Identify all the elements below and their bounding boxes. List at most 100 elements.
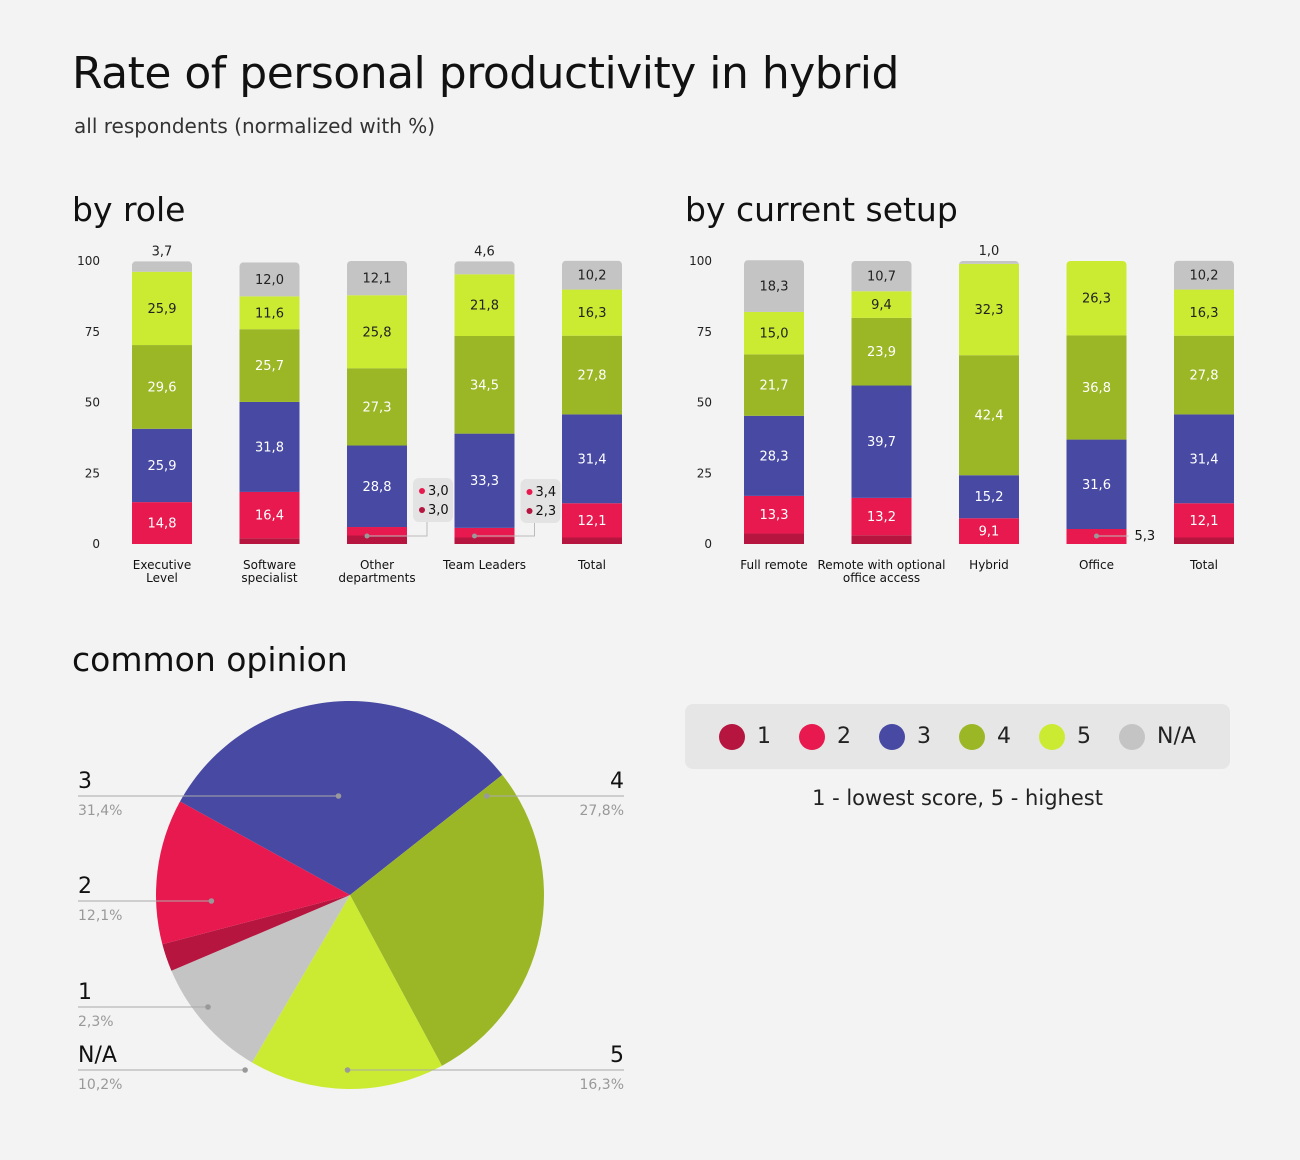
data-label: 32,3 [975, 303, 1004, 318]
bar-segment-3 [347, 445, 407, 528]
category-label: Software [243, 558, 296, 572]
legend-swatch [1039, 723, 1065, 750]
data-label: 14,8 [148, 517, 177, 532]
data-label: 34,5 [470, 378, 499, 393]
bar-segment-4 [744, 354, 804, 416]
bar-segment-4 [347, 368, 407, 446]
bar-segment-4 [239, 329, 300, 402]
bar-segment-3 [1066, 439, 1127, 530]
data-label: 10,7 [867, 270, 896, 285]
bar-segment-3 [132, 428, 192, 503]
y-tick-label: 0 [92, 537, 100, 551]
legend-item-na: N/A [1119, 723, 1196, 750]
bar-segment-1 [744, 533, 804, 544]
category-label: specialist [241, 571, 297, 585]
data-label: 12,1 [363, 272, 392, 287]
pie-slice-1 [162, 895, 350, 971]
data-label: 29,6 [148, 380, 177, 395]
pie-label: 3 [78, 769, 92, 794]
legend-label: 3 [917, 724, 931, 749]
data-label: 28,3 [760, 449, 789, 464]
bar-segment-3 [454, 433, 515, 528]
bar-segment-4 [454, 335, 515, 434]
data-label: 4,6 [474, 244, 495, 259]
data-label: 16,3 [578, 306, 607, 321]
bar-segment-5 [959, 263, 1019, 356]
data-label: 27,3 [363, 400, 392, 415]
legend-item-2: 2 [799, 723, 851, 750]
callout-anchor [472, 533, 477, 539]
bar-group [959, 261, 1019, 544]
pie-pct-label: 2,3% [78, 1014, 114, 1030]
bar-group [1066, 261, 1127, 544]
pie-slice-2 [156, 801, 350, 945]
legend-swatch [719, 723, 745, 750]
data-label: 18,3 [760, 280, 789, 295]
bar-segment-5 [1174, 289, 1234, 336]
data-label: 13,3 [760, 508, 789, 523]
bar-segment-5 [744, 311, 804, 355]
legend-label: 5 [1077, 724, 1091, 749]
data-label: 39,7 [867, 435, 896, 450]
data-label: 9,4 [871, 298, 892, 313]
data-label: 10,2 [1190, 269, 1219, 284]
data-label: 27,8 [1190, 369, 1219, 384]
bar-segment-2 [959, 518, 1019, 544]
bar-segment-1 [347, 535, 407, 544]
bar-segment-2 [744, 495, 804, 534]
bar-segment-NA [744, 260, 804, 312]
category-label: Full remote [740, 558, 808, 572]
bar-segment-1 [851, 535, 912, 544]
data-label: 27,8 [578, 369, 607, 384]
callout-anchor [1094, 533, 1099, 539]
bar-segment-NA [132, 261, 192, 272]
pie-pct-label: 27,8% [580, 803, 624, 819]
bar-segment-4 [959, 355, 1019, 476]
callout-label: 3,4 [536, 485, 557, 500]
callout-dot [526, 508, 533, 514]
legend: 1 2 3 4 5 N/A [685, 704, 1230, 769]
legend-label: 2 [837, 724, 851, 749]
data-label: 36,8 [1082, 381, 1111, 396]
by-setup-title: by current setup [685, 190, 958, 229]
bar-group [132, 261, 192, 544]
legend-label: N/A [1157, 724, 1196, 749]
callout-leader [367, 522, 428, 537]
bar-segment-NA [1174, 260, 1234, 290]
legend-swatch [879, 723, 905, 750]
by-role-chart: 0 25 50 75 100 14,8 25,9 29,6 25,9 3,7 ExecutiveLe… [77, 244, 622, 585]
pie-leader-dot [483, 793, 490, 799]
category-label: office access [843, 571, 920, 585]
bar-segment-NA [239, 262, 300, 297]
y-tick-label: 0 [704, 537, 712, 551]
data-label: 28,8 [363, 480, 392, 495]
page-title: Rate of personal productivity in hybrid [72, 48, 899, 99]
y-tick-label: 100 [689, 254, 712, 268]
bar-segment-4 [851, 317, 912, 386]
category-label: Executive [133, 558, 191, 572]
by-setup-chart: 0 25 50 75 100 13,3 28,3 21,7 15,0 18,3 Full remot… [689, 244, 1234, 585]
bar-segment-3 [239, 401, 300, 492]
pie-pct-label: 12,1% [78, 908, 122, 924]
bar-segment-2 [454, 527, 515, 538]
bar-segment-5 [562, 289, 622, 336]
bar-segment-5 [239, 296, 300, 330]
category-label: Remote with optional [817, 558, 945, 572]
pie-label: 4 [610, 769, 624, 794]
bar-segment-1 [562, 537, 622, 544]
data-label: 42,4 [975, 409, 1004, 424]
pie-leader-dot [208, 898, 215, 904]
category-label: Total [577, 558, 606, 572]
category-label: departments [338, 571, 415, 585]
data-label: 25,8 [363, 325, 392, 340]
pie-label: 5 [610, 1043, 624, 1068]
data-label: 9,1 [979, 525, 1000, 540]
bar-segment-1 [1174, 537, 1234, 544]
bar-segment-1 [454, 537, 515, 544]
bar-segment-NA [562, 260, 622, 290]
callout-dot [526, 489, 533, 495]
callout-dot [419, 488, 425, 494]
pie-leader-dot [242, 1067, 248, 1073]
pie-label: N/A [78, 1043, 117, 1068]
by-role-title: by role [72, 190, 186, 229]
